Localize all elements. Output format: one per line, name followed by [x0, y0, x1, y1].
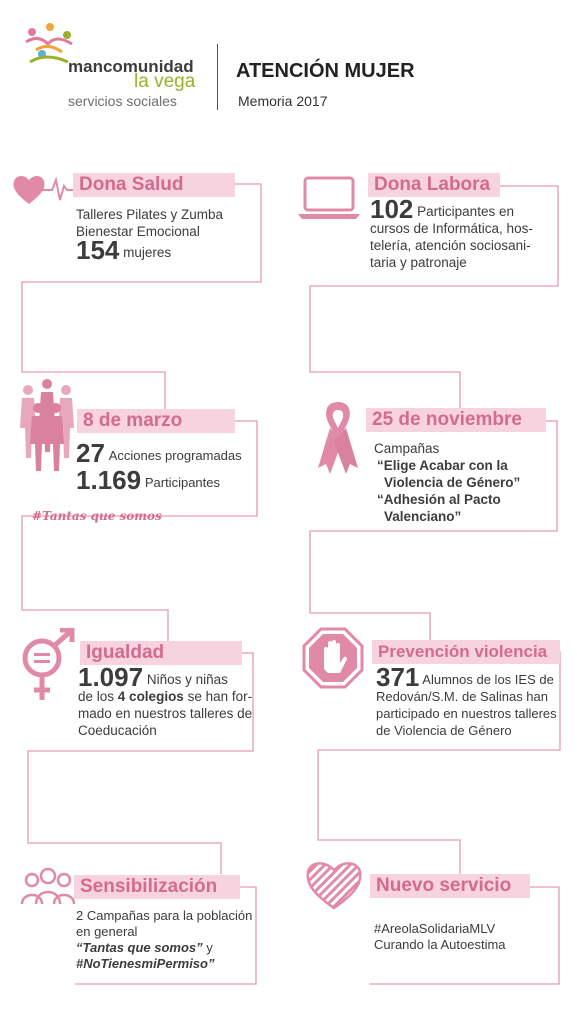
sensibilizacion-title: Sensibilización: [74, 875, 240, 899]
prevencion-line4: de Violencia de Género: [376, 723, 512, 738]
dona-salud-text: Talleres Pilates y Zumba Bienestar Emoci…: [76, 206, 224, 263]
dona-labora-line4: taria y patronaje: [370, 255, 467, 270]
igualdad-line2b: 4 colegios: [117, 689, 184, 704]
dona-labora-line3: telería, atención sociosani-: [370, 238, 531, 253]
marzo-label2: Participantes: [144, 475, 220, 490]
nuevo-servicio-text: #AreolaSolidariaMLV Curando la Autoestim…: [374, 921, 506, 953]
nuevo-servicio-line2: Curando la Autoestima: [374, 937, 506, 952]
dona-salud-line2: Bienestar Emocional: [76, 224, 200, 239]
noviembre-quote2a: “Adhesión al Pacto: [377, 492, 501, 507]
awareness-ribbon-icon: [318, 402, 358, 474]
dona-salud-unit: mujeres: [123, 245, 172, 260]
dona-labora-text: 102 Participantes en cursos de Informáti…: [370, 196, 533, 271]
noviembre-quote1b: Violencia de Género”: [384, 475, 521, 490]
prevencion-line1: Alumnos de los IES de: [422, 672, 554, 687]
dona-salud-number: 154: [76, 235, 120, 265]
nuevo-servicio-line1: #AreolaSolidariaMLV: [374, 921, 496, 936]
igualdad-line3: mado en nuestros talleres de: [78, 706, 253, 721]
laptop-icon: [298, 176, 360, 219]
prevencion-title: Prevención violencia: [372, 640, 560, 664]
stop-hand-icon: [302, 627, 364, 689]
gender-equality-icon: [22, 628, 75, 700]
page-subtitle: Memoria 2017: [238, 93, 328, 109]
igualdad-line4: Coeducación: [78, 723, 157, 738]
striped-heart-icon: [306, 862, 362, 910]
igualdad-line2a: de los: [78, 689, 115, 704]
marzo-label1: Acciones programadas: [108, 448, 242, 463]
marzo-number2: 1.169: [76, 465, 142, 495]
sensibilizacion-line3a: “Tantas que somos”: [76, 940, 203, 955]
noviembre-text: Campañas “Elige Acabar con la Violencia …: [374, 440, 520, 525]
sensibilizacion-line3b: y: [206, 940, 213, 955]
dona-labora-line2: cursos de Informática, hos-: [370, 221, 533, 236]
logo-text-line1: mancomunidad: [68, 57, 194, 76]
prevencion-number: 371: [376, 662, 420, 692]
igualdad-line1: Niños y niñas: [146, 672, 228, 687]
igualdad-number: 1.097: [78, 662, 144, 692]
sensibilizacion-line4: #NoTienesmiPermiso”: [76, 956, 215, 971]
marzo-text: 27 Acciones programadas 1.169 Participan…: [76, 440, 242, 493]
marzo-title: 8 de marzo: [77, 409, 235, 433]
people-group-icon: [20, 867, 76, 905]
logo-text-line2: la vega: [134, 71, 196, 92]
dona-salud-title: Dona Salud: [73, 173, 235, 197]
dona-salud-line1: Talleres Pilates y Zumba: [76, 207, 224, 222]
sensibilizacion-text: 2 Campañas para la población en general …: [76, 908, 252, 972]
noviembre-quote2b: Valenciano”: [384, 509, 462, 524]
dona-labora-line1: Participantes en: [417, 204, 514, 219]
igualdad-title: Igualdad: [80, 641, 242, 665]
nuevo-servicio-title: Nuevo servicio: [370, 874, 530, 898]
marzo-number1: 27: [76, 438, 105, 468]
heartbeat-icon: [13, 175, 78, 204]
women-group-icon: [20, 379, 74, 471]
noviembre-line1: Campañas: [374, 441, 440, 456]
marzo-hashtag: #Tantas que somos: [32, 509, 162, 523]
igualdad-line2c: se han for-: [187, 689, 253, 704]
dona-labora-number: 102: [370, 194, 414, 224]
noviembre-quote1a: “Elige Acabar con la: [377, 458, 508, 473]
sensibilizacion-line2: en general: [76, 924, 138, 939]
prevencion-line2: Redován/S.M. de Salinas han: [376, 689, 548, 704]
prevencion-line3: participado en nuestros talleres: [376, 706, 557, 721]
logo-text-line3: servicios sociales: [68, 93, 177, 109]
prevencion-text: 371 Alumnos de los IES de Redován/S.M. d…: [376, 664, 557, 739]
dona-labora-title: Dona Labora: [368, 173, 500, 197]
noviembre-title: 25 de noviembre: [366, 408, 546, 432]
sensibilizacion-line1: 2 Campañas para la población: [76, 908, 253, 923]
igualdad-text: 1.097 Niños y niñas de los 4 colegios se…: [78, 664, 253, 739]
page-title: ATENCIÓN MUJER: [236, 60, 415, 82]
header-divider: [217, 44, 218, 110]
mancomunidad-logo-icon: [25, 23, 73, 64]
